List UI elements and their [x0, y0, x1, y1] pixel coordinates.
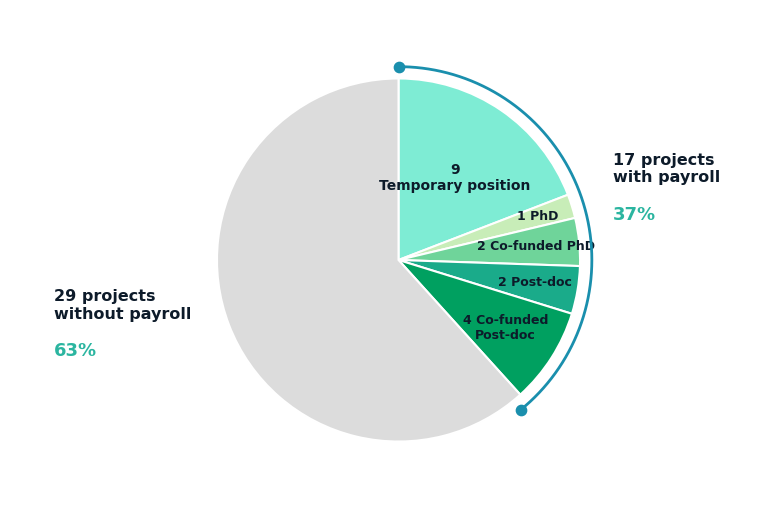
Text: 63%: 63% [54, 342, 97, 360]
Text: 1 PhD: 1 PhD [517, 211, 558, 224]
Text: 2 Post-doc: 2 Post-doc [498, 277, 571, 290]
Text: 4 Co-funded
Post-doc: 4 Co-funded Post-doc [463, 315, 548, 342]
Text: 2 Co-funded PhD: 2 Co-funded PhD [477, 240, 594, 253]
Wedge shape [399, 79, 568, 260]
Wedge shape [399, 260, 580, 314]
Text: 37%: 37% [613, 205, 656, 224]
Text: 29 projects
without payroll: 29 projects without payroll [54, 289, 191, 321]
Wedge shape [399, 218, 580, 266]
Point [515, 406, 527, 414]
Point [392, 62, 405, 71]
Wedge shape [399, 195, 575, 260]
Wedge shape [217, 79, 520, 441]
Text: 9
Temporary position: 9 Temporary position [379, 163, 531, 193]
Wedge shape [399, 260, 572, 395]
Text: 17 projects
with payroll: 17 projects with payroll [613, 153, 720, 186]
